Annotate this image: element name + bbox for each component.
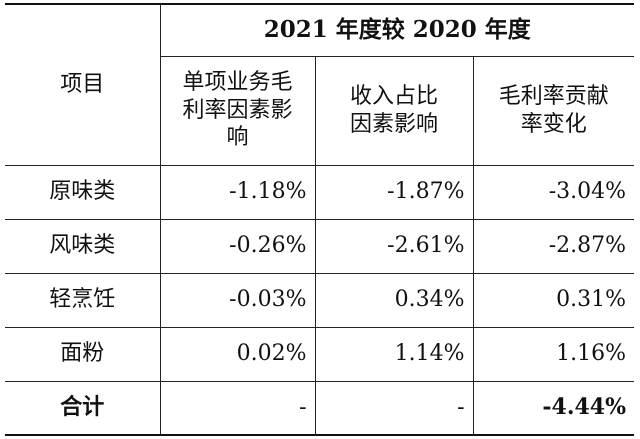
period-header: 2021 年度较 2020 年度: [159, 3, 635, 57]
cell-revenue-share: 0.34%: [314, 272, 474, 328]
total-single-margin: -: [159, 380, 316, 436]
row-item-label: 面粉: [5, 326, 161, 382]
row-item-label: 轻烹饪: [5, 272, 161, 328]
row-item-label: 原味类: [5, 164, 161, 220]
total-revenue-share: -: [314, 380, 474, 436]
column-header-single-margin: 单项业务毛利率因素影响: [160, 55, 316, 166]
cell-revenue-share: -1.87%: [314, 164, 474, 220]
row-header-label: 项目: [5, 3, 161, 166]
column-header-label: 单项业务毛利率因素影响: [182, 70, 293, 151]
cell-contribution-change: -2.87%: [472, 218, 635, 274]
cell-contribution-change: 0.31%: [472, 272, 635, 328]
column-header-contribution-change: 毛利率贡献率变化: [472, 55, 635, 166]
cell-revenue-share: 1.14%: [314, 326, 474, 382]
cell-single-margin: 0.02%: [159, 326, 316, 382]
column-header-revenue-share: 收入占比因素影响: [314, 55, 474, 166]
header-row-period: 项目 2021 年度较 2020 年度: [5, 3, 635, 166]
column-header-label: 收入占比因素影响: [349, 84, 438, 137]
table-row: 原味类 -1.18% -1.87% -3.04%: [5, 164, 635, 220]
impact-table: 项目 2021 年度较 2020 年度 单项业务毛利率因素影响 收入占比因素影响…: [5, 3, 635, 436]
total-contribution-change: -4.44%: [472, 380, 635, 436]
cell-contribution-change: -3.04%: [472, 164, 635, 220]
cell-contribution-change: 1.16%: [472, 326, 635, 382]
table-row: 面粉 0.02% 1.14% 1.16%: [5, 326, 635, 382]
cell-revenue-share: -2.61%: [314, 218, 474, 274]
table-row: 风味类 -0.26% -2.61% -2.87%: [5, 218, 635, 274]
column-header-label: 毛利率贡献率变化: [498, 84, 609, 137]
total-row: 合计 - - -4.44%: [5, 380, 635, 436]
cell-single-margin: -0.03%: [159, 272, 316, 328]
total-label: 合计: [5, 380, 161, 436]
table-row: 轻烹饪 -0.03% 0.34% 0.31%: [5, 272, 635, 328]
cell-single-margin: -0.26%: [159, 218, 316, 274]
cell-single-margin: -1.18%: [159, 164, 316, 220]
row-item-label: 风味类: [5, 218, 161, 274]
